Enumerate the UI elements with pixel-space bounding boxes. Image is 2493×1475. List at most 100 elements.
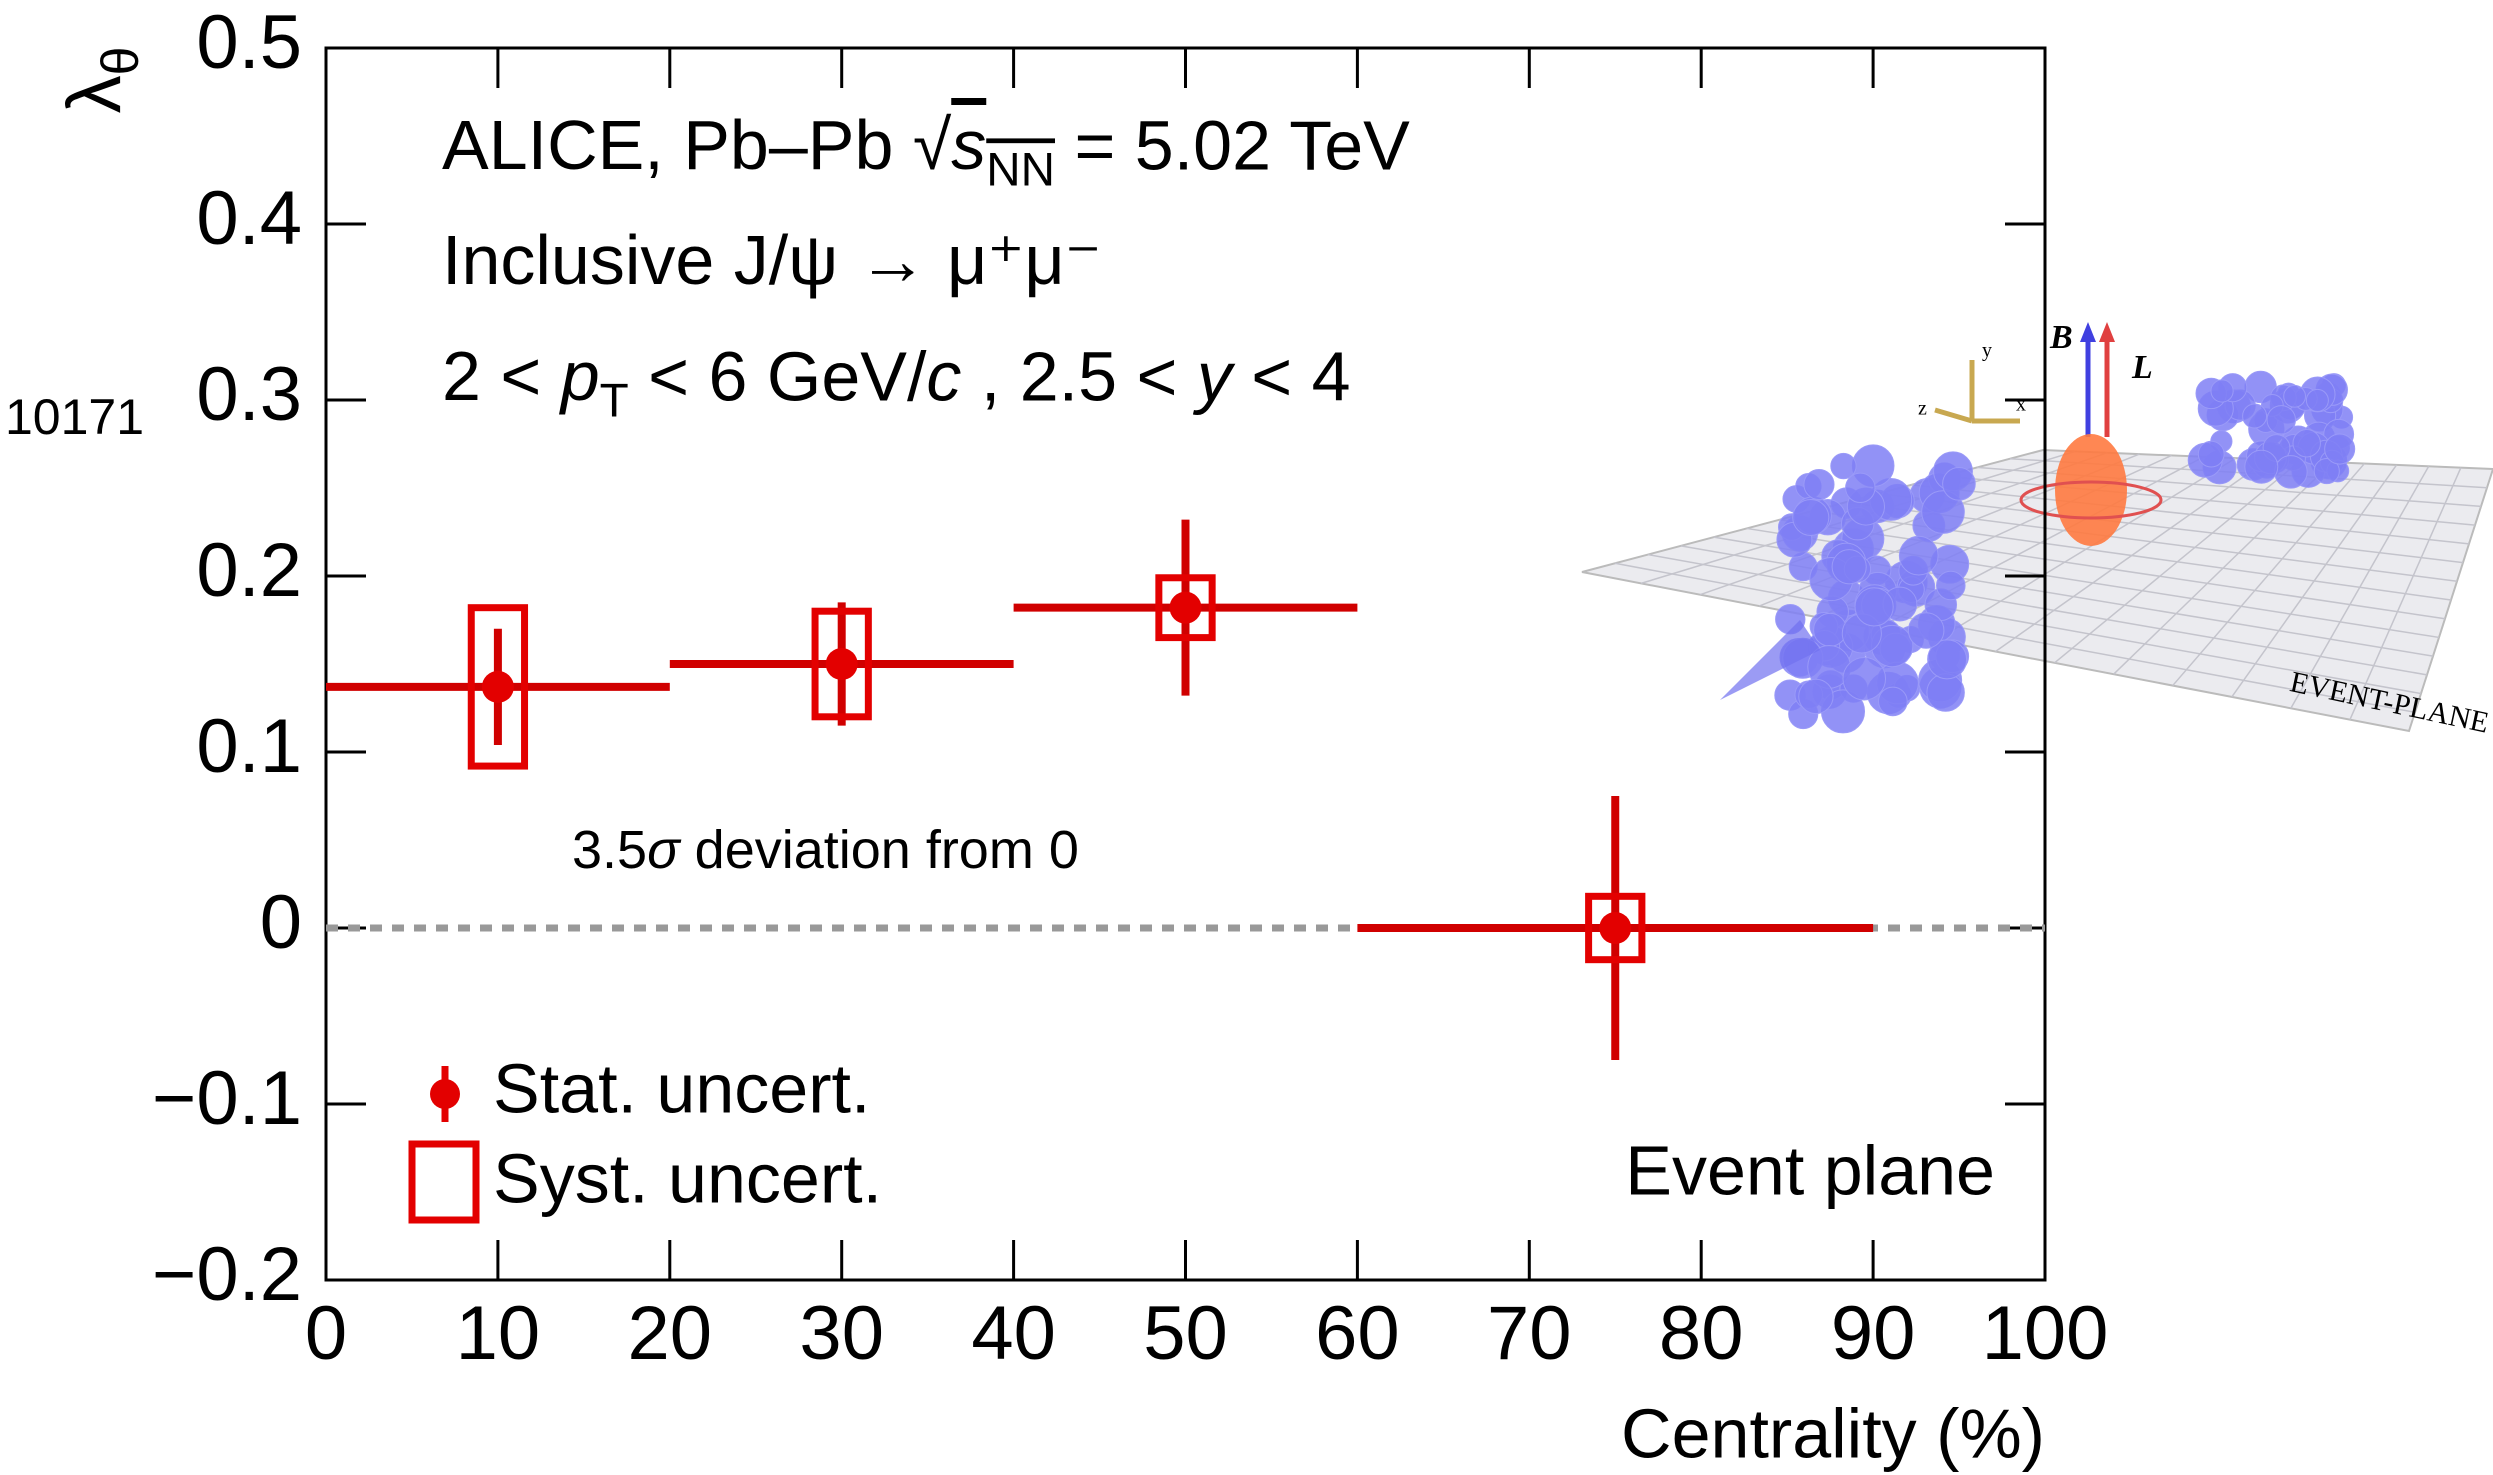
sphere: [1854, 587, 1894, 627]
sphere: [2210, 379, 2234, 403]
header-line-part: < 4: [1232, 338, 1351, 416]
sphere: [2283, 384, 2306, 408]
marker: [1599, 912, 1632, 944]
grid-decor: [2290, 465, 2430, 709]
sphere: [1792, 499, 1830, 537]
syst-box: [1155, 574, 1216, 642]
x-tick-label: 100: [1982, 1291, 2109, 1376]
x-tick-label: 80: [1659, 1291, 1744, 1376]
axis-label: z: [1918, 398, 1927, 420]
sphere: [1831, 549, 1867, 585]
rotation-ring: [2019, 480, 2163, 520]
y-tick-label: 0.4: [196, 176, 302, 261]
nuclei: [1774, 370, 2356, 734]
header-line-part: ALICE, Pb–Pb: [442, 106, 913, 184]
sphere: [1813, 612, 1848, 647]
sphere: [1845, 472, 1876, 504]
grid-decor: [1878, 492, 2464, 564]
side-label: 10171: [5, 389, 144, 445]
legend-syst-box: [408, 1140, 480, 1224]
grid-decor: [2349, 467, 2462, 720]
header-line-part: = 5.02 TeV: [1055, 107, 1410, 185]
annotation: 3.5σ deviation from 0: [572, 820, 1079, 880]
x-tick-label: 0: [305, 1291, 347, 1376]
sphere: [2305, 388, 2329, 412]
annotation-part: deviation from 0: [680, 820, 1079, 880]
syst-box: [467, 604, 529, 770]
y-tick-label: 0.3: [196, 352, 302, 437]
sphere: [1830, 452, 1857, 480]
marker: [1169, 591, 1202, 624]
sphere: [1935, 570, 1966, 601]
x-axis-label: Centrality (%): [1621, 1394, 2045, 1472]
y-tick-label: 0.2: [196, 528, 302, 613]
sphere: [2292, 428, 2321, 458]
syst-box: [811, 607, 872, 721]
sphere: [1942, 466, 1976, 501]
sphere: [2313, 458, 2340, 485]
y-tick-label: 0: [260, 880, 302, 965]
header-line-part: T: [600, 374, 629, 427]
header-line: Inclusive J/ψ → μ⁺μ⁻: [442, 221, 1102, 299]
header-line-part: c: [926, 338, 961, 416]
vector-label: B: [2049, 319, 2073, 356]
arrow-head: [2099, 322, 2115, 342]
header-line-part: NN: [986, 143, 1055, 196]
header-line-part: Inclusive J/ψ → μ⁺μ⁻: [442, 221, 1102, 299]
syst-box: [1585, 892, 1646, 964]
annotation-part: σ: [647, 820, 682, 880]
vector-label: L: [2131, 349, 2153, 386]
header-line-part: , 2.5 <: [961, 338, 1196, 416]
sphere: [1803, 468, 1835, 501]
method-label: Event plane: [1625, 1131, 1995, 1209]
x-tick-label: 20: [628, 1291, 713, 1376]
legend-label: Stat. uncert.: [493, 1049, 870, 1127]
grid-decor: [2113, 461, 2333, 675]
sphere: [2324, 433, 2356, 465]
y-tick-label: 0.1: [196, 704, 302, 789]
sphere: [1878, 686, 1908, 717]
x-tick-label: 50: [1143, 1291, 1228, 1376]
fireball: [2055, 434, 2127, 546]
marker: [825, 648, 858, 680]
grid-decor: [1944, 475, 2476, 526]
sphere: [2274, 455, 2308, 489]
sphere: [2266, 405, 2296, 435]
axis-arrow: [1934, 407, 1973, 424]
y-tick-label: −0.1: [152, 1056, 302, 1141]
marker: [481, 670, 514, 703]
header-line-part: < 6 GeV/: [629, 338, 927, 416]
header-line: ALICE, Pb–Pb √sNN = 5.02 TeV: [442, 106, 1410, 196]
x-tick-label: 70: [1487, 1291, 1572, 1376]
annotation-part: 3.5: [572, 820, 647, 880]
legend-label: Syst. uncert.: [493, 1139, 882, 1217]
grid-decor: [2172, 463, 2365, 687]
sphere: [1921, 490, 1965, 534]
x-tick-label: 10: [456, 1291, 541, 1376]
sphere: [2242, 403, 2268, 429]
arrow-head: [2080, 322, 2096, 342]
y-axis-label-part: λ: [52, 75, 137, 113]
header-line-part: p: [559, 337, 600, 415]
sphere: [1798, 678, 1834, 715]
header-line-part: y: [1193, 338, 1236, 416]
header-line: 2 < pT < 6 GeV/c , 2.5 < y < 4: [442, 337, 1351, 427]
sphere: [2244, 449, 2279, 484]
grid-decor: [2054, 460, 2301, 664]
event-plane-illustration: y x z B L EVENT-PLANE: [1581, 319, 2493, 740]
sphere: [1926, 673, 1965, 712]
x-tick-label: 30: [799, 1291, 884, 1376]
y-tick-label: 0.5: [196, 0, 302, 85]
axis-label: y: [1982, 340, 1992, 362]
y-tick-label: −0.2: [152, 1232, 302, 1317]
x-tick-label: 90: [1831, 1291, 1916, 1376]
y-axis-label-part: θ: [90, 47, 148, 76]
sphere: [1898, 535, 1939, 576]
x-tick-label: 40: [971, 1291, 1056, 1376]
y-axis-label: λθ: [52, 47, 148, 114]
sphere: [1907, 612, 1945, 649]
axis-label: x: [2016, 394, 2026, 416]
header-line-part: √: [913, 106, 952, 184]
